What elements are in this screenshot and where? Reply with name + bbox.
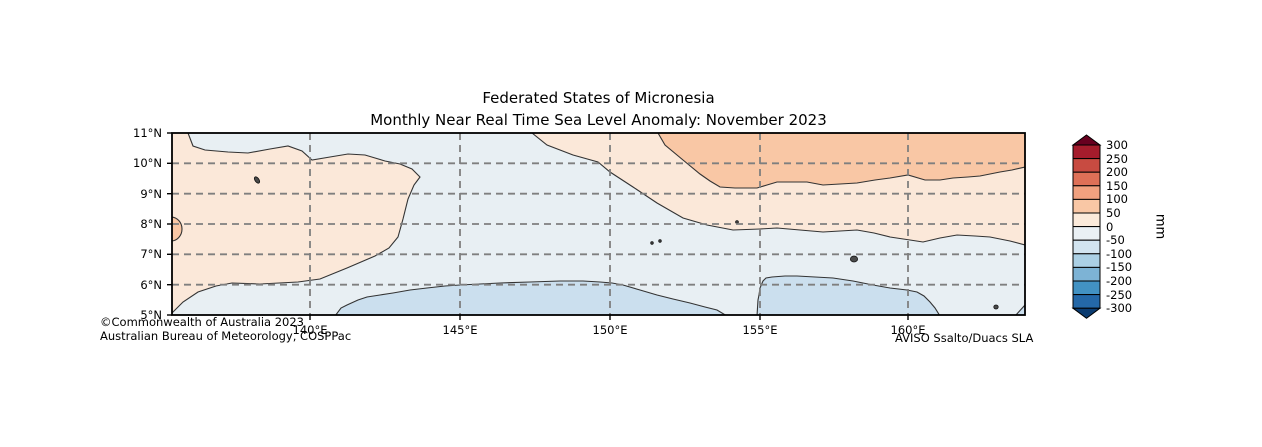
colorbar-unit-label: mm (1152, 213, 1168, 240)
axis-ticks (167, 132, 909, 320)
x-tick-label: 150°E (592, 323, 628, 337)
y-tick-label: 11°N (133, 126, 162, 140)
x-tick-label: 145°E (442, 323, 478, 337)
copyright-attribution: ©Commonwealth of Australia 2023 Australi… (100, 315, 352, 343)
x-tick-label: 160°E (890, 323, 926, 337)
colorbar-tick-label: 150 (1106, 178, 1128, 193)
colorbar-tick-label: 50 (1106, 206, 1121, 220)
colorbar-segment (1072, 185, 1101, 200)
y-tick-label: 7°N (140, 247, 162, 262)
colorbar-segment (1072, 266, 1101, 282)
y-tick-label: 6°N (140, 277, 162, 292)
colorbar-tick-label: 100 (1106, 192, 1128, 207)
island-dot (658, 239, 662, 243)
colorbar-segment (1072, 198, 1101, 214)
colorbar-tick-label: -250 (1106, 287, 1133, 302)
x-tick-label: 155°E (742, 323, 778, 337)
region-west-edge-high (172, 217, 182, 241)
island-dot (650, 241, 654, 245)
region-northeast-high (658, 133, 1025, 188)
colorbar-tick-label: -150 (1106, 260, 1133, 275)
colorbar-tick-label: 0 (1106, 219, 1114, 234)
colorbar-tick-label: 250 (1106, 151, 1128, 166)
island-dot (993, 304, 999, 310)
y-tick-label: 5°N (140, 308, 162, 322)
x-tick-label: 140°E (292, 323, 328, 337)
map-filled-regions (172, 133, 1025, 315)
y-tick-label: 8°N (140, 217, 162, 231)
chart-subtitle: Monthly Near Real Time Sea Level Anomaly… (370, 111, 827, 129)
island-dot (253, 176, 261, 184)
y-tick-label: 10°N (133, 156, 162, 171)
colorbar-segment (1072, 212, 1101, 228)
colorbar (1071, 134, 1102, 319)
colorbar-segment (1072, 294, 1101, 309)
region-south-central-negative (335, 281, 726, 315)
island-dot (735, 220, 739, 224)
colorbar-arrow-top (1071, 134, 1102, 146)
region-southeast-negative (757, 276, 940, 315)
colorbar-tick-label: -300 (1106, 301, 1133, 316)
data-source-attribution: AVISO Ssalto/Duacs SLA (895, 331, 1034, 345)
colorbar-segment (1072, 226, 1101, 241)
island-dot (850, 255, 859, 263)
colorbar-segment (1072, 171, 1101, 187)
colorbar-tick-label: 300 (1106, 138, 1128, 152)
region-west-positive (172, 133, 420, 313)
colorbar-segment (1072, 280, 1101, 296)
y-tick-label: 9°N (140, 186, 162, 201)
colorbar-tick-label: -50 (1106, 233, 1125, 248)
colorbar-segment (1072, 253, 1101, 268)
colorbar-arrow-bottom (1071, 307, 1102, 319)
colorbar-tick-label: -200 (1106, 274, 1133, 288)
colorbar-tick-label: 200 (1106, 165, 1128, 180)
chart-title: Federated States of Micronesia (482, 89, 715, 107)
colorbar-segment (1072, 239, 1101, 255)
colorbar-tick-label: -100 (1106, 246, 1133, 261)
colorbar-segment (1072, 158, 1101, 173)
graticule (172, 133, 1025, 315)
colorbar-segment (1072, 144, 1101, 160)
